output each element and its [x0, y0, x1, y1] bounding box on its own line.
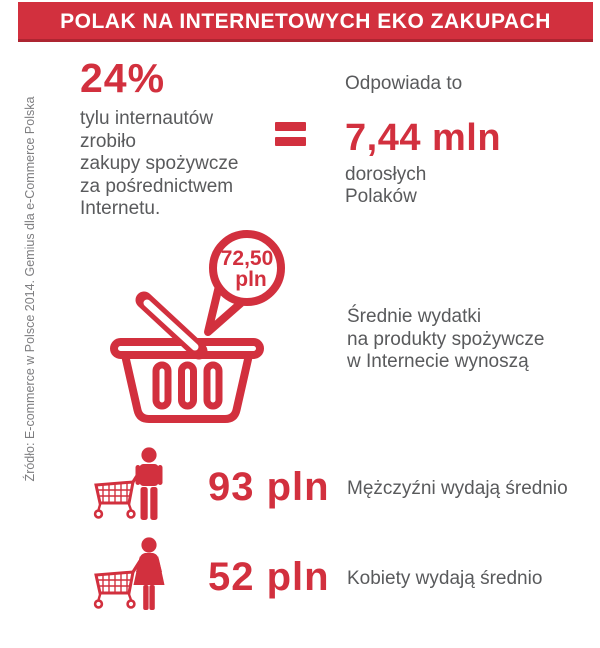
man-cart-graphic — [93, 447, 163, 520]
source-note: Źródło: E-commerce w Polsce 2014. Gemius… — [23, 96, 37, 482]
woman-icon — [133, 537, 165, 610]
man-icon — [135, 447, 163, 520]
basket-slot — [152, 361, 172, 410]
shopping-basket-icon: 72,50 pln — [100, 222, 315, 432]
equivalent-intro: Odpowiada to — [345, 73, 463, 94]
men-label: Mężczyźni wydają średnio — [347, 478, 568, 499]
average-spend-block: Średnie wydatki na produkty spożywcze w … — [347, 306, 545, 374]
avg-line: na produkty spożywcze — [347, 328, 545, 350]
basket-slot — [178, 361, 197, 410]
avg-line: Średnie wydatki — [347, 306, 482, 327]
equivalent-line: Polaków — [345, 186, 417, 207]
man-with-cart-icon — [86, 444, 174, 528]
woman-with-cart-icon — [86, 534, 174, 618]
equivalent-line: dorosłych — [345, 163, 427, 185]
equals-icon — [275, 122, 306, 146]
bubble-amount: 72,50 — [221, 247, 274, 270]
equals-bar — [275, 122, 306, 131]
equivalent-value: 7,44 mln — [345, 116, 502, 159]
basket-slot — [203, 361, 223, 410]
percent-desc-line: tylu internautów — [80, 108, 214, 129]
page-title: POLAK NA INTERNETOWYCH EKO ZAKUPACH — [18, 2, 593, 42]
internet-shoppers-block: 24% tylu internautów zrobiło zakupy spoż… — [80, 58, 238, 221]
equivalent-block: Odpowiada to 7,44 mln dorosłych Polaków — [345, 73, 501, 209]
women-amount: 52 pln — [208, 555, 330, 599]
bubble-unit: pln — [235, 268, 267, 291]
percent-desc-line: zakupy spożywcze — [80, 153, 239, 174]
percent-desc-line: zrobiło — [80, 130, 136, 152]
women-label: Kobiety wydają średnio — [347, 568, 543, 589]
percent-desc-line: Internetu. — [80, 198, 161, 219]
speech-bubble-icon — [209, 230, 285, 306]
basket-bubble-graphic: 72,50 pln — [110, 230, 285, 423]
avg-line: w Internecie wynoszą — [347, 351, 529, 372]
percent-desc-line: za pośrednictwem — [80, 175, 234, 197]
percent-value: 24% — [80, 55, 166, 101]
basket-handle-inner — [143, 299, 199, 351]
woman-cart-graphic — [93, 537, 165, 610]
men-amount: 93 pln — [208, 465, 330, 509]
equals-bar — [275, 137, 306, 146]
